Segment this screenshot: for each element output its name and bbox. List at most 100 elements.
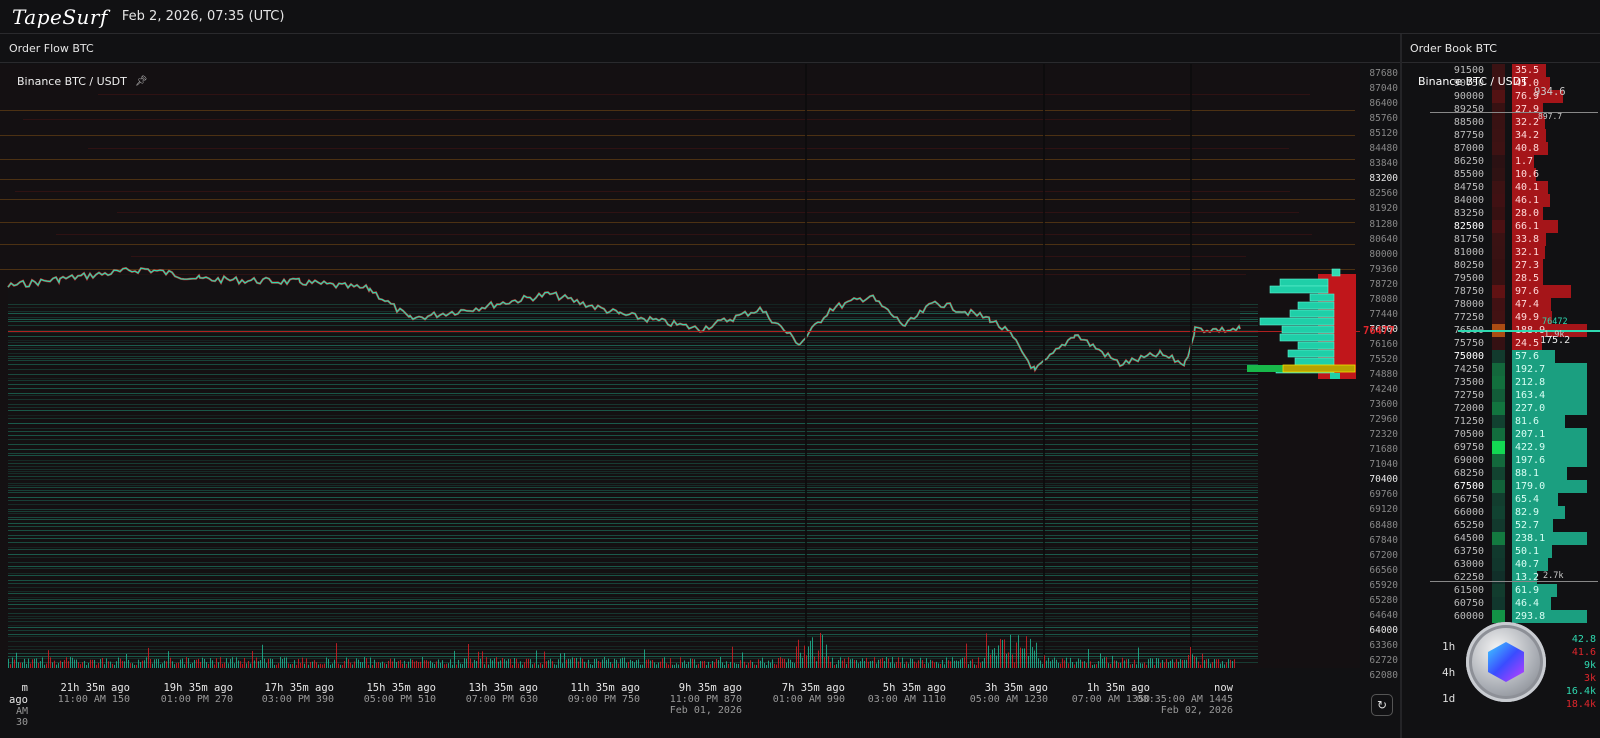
order-book-row[interactable]: 60000 293.8 [1402,610,1600,623]
cvd-sell: 41.6 [1571,647,1596,658]
book-qty: 1.7 [1515,156,1534,167]
order-book-row[interactable]: 74250 192.7 [1402,363,1600,376]
book-qty: 207.1 [1515,429,1546,440]
order-book-row[interactable]: 87750 34.2 [1402,129,1600,142]
book-heat-cell [1492,116,1505,129]
price-tick: 80000 [1369,248,1398,260]
coin-emblem-icon [1488,642,1524,682]
order-book-row[interactable]: 75000 57.6 [1402,350,1600,363]
book-qty: 293.8 [1515,611,1546,622]
order-book-ladder[interactable]: 91500 35.5 90750 45.0 90000 76.9 89250 27.9… [1402,64,1600,674]
order-book-row[interactable]: 72000 227.0 [1402,402,1600,415]
price-axis[interactable]: 87680 87040 86400 85760 85120 84480 83840 83200… [1362,64,1400,681]
order-book-row[interactable]: 78750 97.6 [1402,285,1600,298]
order-book-row[interactable]: 89250 27.9 [1402,103,1600,116]
order-book-row[interactable]: 60750 46.4 [1402,597,1600,610]
refresh-icon: ↻ [1376,698,1388,712]
book-qty: 227.0 [1515,403,1546,414]
order-book-row[interactable]: 68250 88.1 [1402,467,1600,480]
order-book-row[interactable]: 82500 66.1 [1402,220,1600,233]
time-axis[interactable]: m ago AM 30 21h 35m ago 11:00 AM 150 19h 35m… [0,682,1360,738]
order-book-row[interactable]: 90750 45.0 [1402,77,1600,90]
order-book-row[interactable]: 80250 27.3 [1402,259,1600,272]
order-book-row[interactable]: 83250 28.0 [1402,207,1600,220]
price-tick: 67200 [1369,549,1398,561]
book-divider [1430,112,1598,113]
book-qty: 45.0 [1515,78,1540,89]
order-book-row[interactable]: 62250 13.2 [1402,571,1600,584]
order-flow-chart[interactable] [0,64,1360,668]
order-book-row[interactable]: 69000 197.6 [1402,454,1600,467]
pin-icon[interactable]: 📌︎ [134,76,148,87]
order-book-row[interactable]: 86250 1.7 [1402,155,1600,168]
cvd-timeframe[interactable]: 1d [1442,692,1456,705]
mid-price: 76472 [1542,317,1568,327]
book-heat-cell [1492,415,1505,428]
order-book-row[interactable]: 70500 207.1 [1402,428,1600,441]
order-book-row[interactable]: 65250 52.7 [1402,519,1600,532]
order-book-row[interactable]: 77250 49.9 [1402,311,1600,324]
price-tick: 69760 [1369,489,1398,501]
order-book-row[interactable]: 91500 35.5 [1402,64,1600,77]
book-price: 84750 [1453,182,1484,193]
price-tick: 78080 [1369,293,1398,305]
pair-name: Binance BTC / USDT [17,75,127,88]
cvd-summary: 1h 42.8 41.6 4h 9k 3k 1d 16.4k 18.4k [1402,634,1600,738]
order-book-row[interactable]: 63750 50.1 [1402,545,1600,558]
order-book-row[interactable]: 72750 163.4 [1402,389,1600,402]
price-tick: 77440 [1369,308,1398,320]
price-tick: 84480 [1369,143,1398,155]
book-depth-bar [1512,168,1537,181]
order-book-row[interactable]: 61500 61.9 [1402,584,1600,597]
book-heat-cell [1492,311,1505,324]
book-heat-cell [1492,389,1505,402]
book-price: 69750 [1453,442,1484,453]
book-heat-cell [1492,155,1505,168]
book-price: 87750 [1453,130,1484,141]
order-book-row[interactable]: 66750 65.4 [1402,493,1600,506]
order-book-row[interactable]: 90000 76.9 [1402,90,1600,103]
order-book-row[interactable]: 69750 422.9 [1402,441,1600,454]
order-book-row[interactable]: 84750 40.1 [1402,181,1600,194]
order-book-row[interactable]: 63000 40.7 [1402,558,1600,571]
book-depth-bar [1512,233,1546,246]
book-heat-cell [1492,428,1505,441]
book-qty: 46.1 [1515,195,1540,206]
book-depth-bar [1512,311,1552,324]
cvd-timeframe[interactable]: 1h [1442,640,1456,653]
book-qty: 61.9 [1515,585,1540,596]
heatmap-canvas[interactable] [0,64,1360,668]
panel-divider[interactable] [1400,34,1402,738]
order-book-row[interactable]: 71250 81.6 [1402,415,1600,428]
book-price: 79500 [1453,273,1484,284]
app-logo[interactable]: TapeSurf [12,4,108,29]
price-tick: 64640 [1369,609,1398,621]
order-book-row[interactable]: 73500 212.8 [1402,376,1600,389]
book-depth-bar [1512,506,1566,519]
order-book-row[interactable]: 84000 46.1 [1402,194,1600,207]
order-book-row[interactable]: 81000 32.1 [1402,246,1600,259]
book-depth-bar [1512,480,1587,493]
bid-cum-marker: 2.7k [1543,571,1564,581]
order-book-row[interactable]: 85500 10.6 [1402,168,1600,181]
time-tick: 1h 35m ago 07:00 AM 1350 [1071,682,1150,705]
book-heat-cell [1492,519,1505,532]
order-book-row[interactable]: 66000 82.9 [1402,506,1600,519]
order-book-row[interactable]: 64500 238.1 [1402,532,1600,545]
book-qty: 197.6 [1515,455,1546,466]
book-price: 64500 [1453,533,1484,544]
order-book-row[interactable]: 75750 24.5 [1402,337,1600,350]
order-book-row[interactable]: 81750 33.8 [1402,233,1600,246]
order-book-row[interactable]: 79500 28.5 [1402,272,1600,285]
book-depth-bar [1512,584,1557,597]
refresh-button[interactable]: ↻ [1371,694,1393,716]
order-book-row[interactable]: 78000 47.4 [1402,298,1600,311]
book-price: 68250 [1453,468,1484,479]
time-tick: now 08:35:00 AM 1445 Feb 02, 2026 [1136,682,1233,716]
book-depth-bar [1512,545,1553,558]
order-book-row[interactable]: 87000 40.8 [1402,142,1600,155]
order-book-row[interactable]: 88500 32.2 [1402,116,1600,129]
cvd-timeframe[interactable]: 4h [1442,666,1456,679]
time-tick: 3h 35m ago 05:00 AM 1230 [969,682,1048,705]
order-book-row[interactable]: 67500 179.0 [1402,480,1600,493]
